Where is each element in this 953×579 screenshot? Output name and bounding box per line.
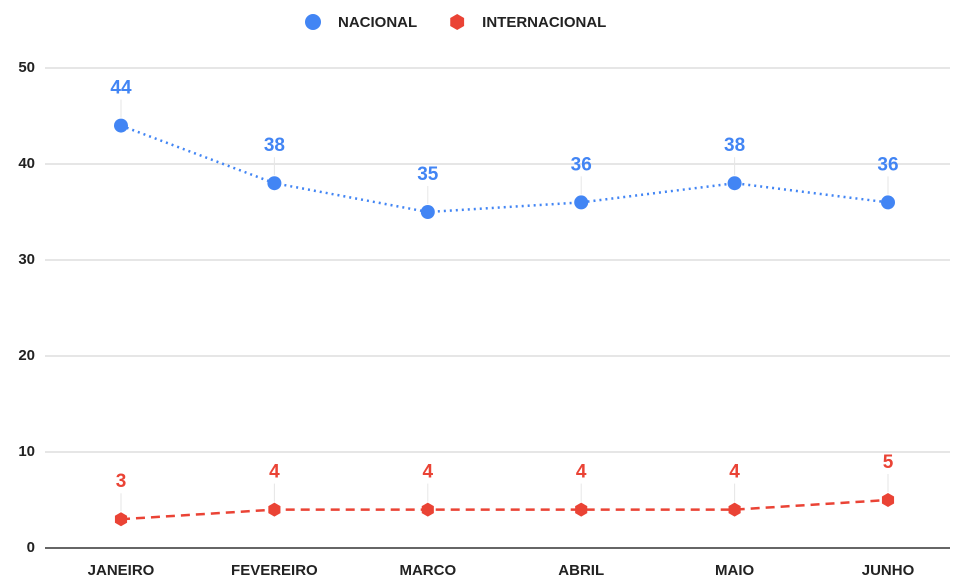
data-label: 38 <box>264 135 285 156</box>
data-label: 36 <box>877 154 898 175</box>
y-tick-label: 50 <box>18 59 35 76</box>
marker <box>420 205 435 219</box>
data-label: 35 <box>417 164 439 185</box>
marker <box>114 118 128 133</box>
x-tick-label: JUNHO <box>862 562 915 579</box>
data-label: 4 <box>729 462 740 483</box>
marker <box>728 502 741 517</box>
data-label: 38 <box>724 135 745 156</box>
x-tick-label: JANEIRO <box>88 562 155 579</box>
marker <box>881 493 895 507</box>
y-tick-label: 10 <box>18 443 35 460</box>
data-label: 4 <box>269 462 280 483</box>
marker <box>574 195 589 210</box>
series-line <box>120 498 889 521</box>
x-tick-label: MAIO <box>715 562 754 579</box>
marker <box>575 502 588 517</box>
data-label: 36 <box>571 154 592 175</box>
marker <box>421 502 434 517</box>
marker <box>881 195 895 210</box>
x-tick-label: FEVEREIRO <box>231 562 318 579</box>
y-tick-label: 40 <box>18 155 35 172</box>
legend-label: INTERNACIONAL <box>482 14 606 31</box>
marker <box>268 502 281 517</box>
series-line <box>120 124 889 214</box>
marker <box>114 512 128 527</box>
y-tick-label: 0 <box>27 539 35 556</box>
data-label: 5 <box>883 452 894 473</box>
y-tick-label: 30 <box>18 251 35 268</box>
legend-marker <box>305 14 321 30</box>
marker <box>727 176 742 191</box>
data-label: 4 <box>576 462 587 483</box>
legend-marker <box>450 14 465 30</box>
data-label: 44 <box>110 78 132 99</box>
x-tick-label: MARCO <box>399 562 456 579</box>
marker <box>267 176 282 191</box>
y-tick-label: 20 <box>18 347 35 364</box>
data-label: 4 <box>423 462 434 483</box>
x-tick-label: ABRIL <box>558 562 604 579</box>
data-label: 3 <box>116 471 127 492</box>
legend-label: NACIONAL <box>338 14 417 31</box>
